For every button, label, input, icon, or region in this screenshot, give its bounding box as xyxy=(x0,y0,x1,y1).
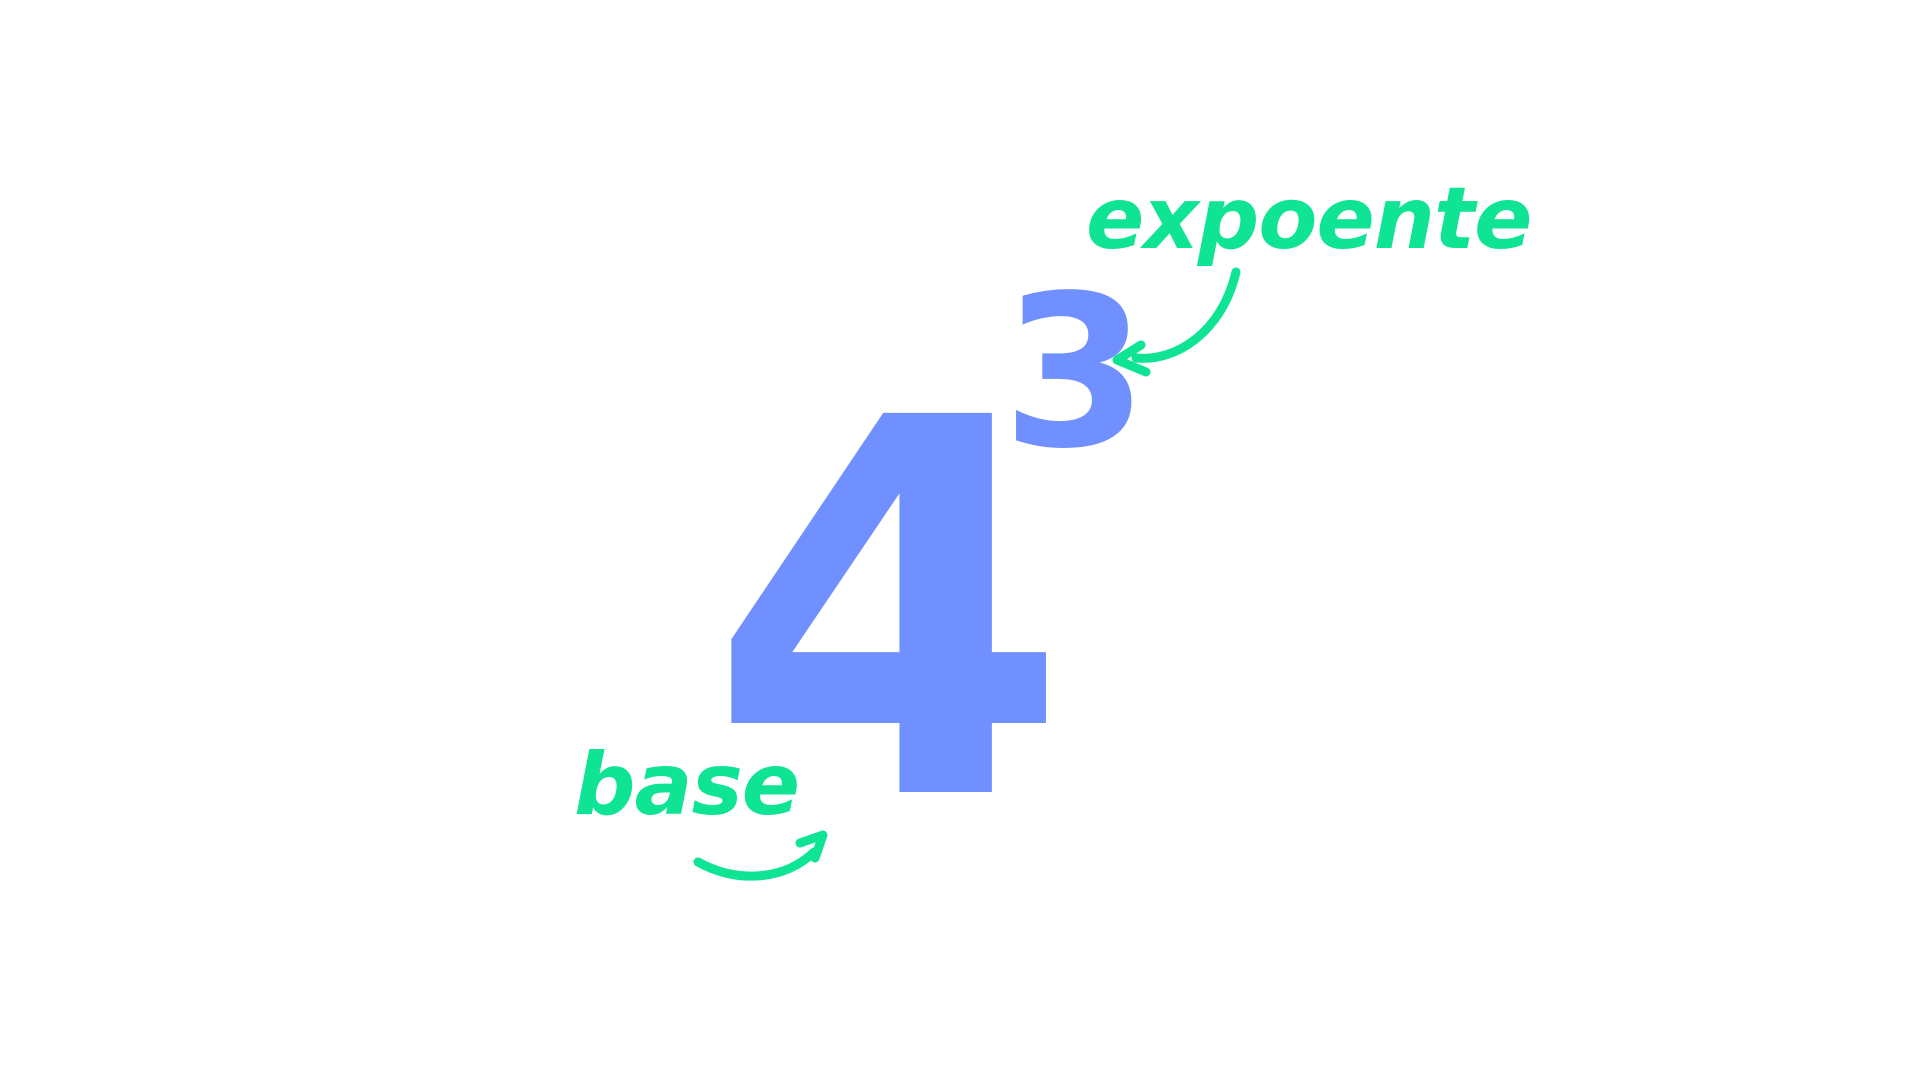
exponent-digit: 3 xyxy=(1002,250,1149,495)
base-digit: 4 xyxy=(708,309,1070,915)
exponent-label: expoente xyxy=(1086,169,1532,269)
base-label: base xyxy=(574,735,800,835)
